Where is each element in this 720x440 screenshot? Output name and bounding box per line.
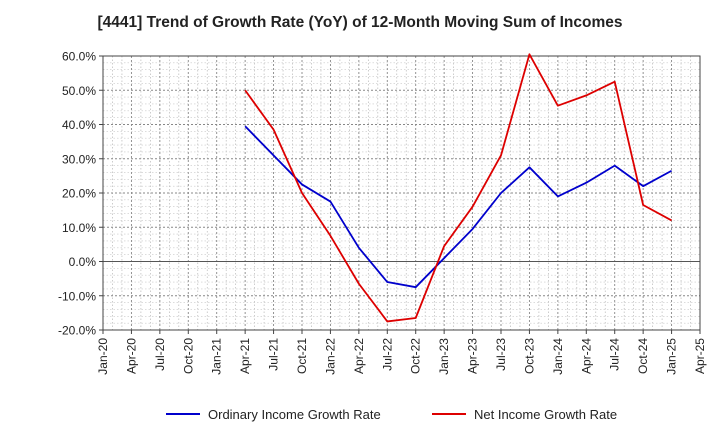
x-tick-label: Jan-24 xyxy=(551,338,565,375)
x-tick-label: Jan-22 xyxy=(323,338,337,375)
y-tick-label: 60.0% xyxy=(62,50,96,64)
y-tick-label: 50.0% xyxy=(62,84,96,98)
x-tick-label: Jul-24 xyxy=(608,338,622,371)
x-tick-label: Jan-21 xyxy=(210,338,224,375)
y-tick-label: -20.0% xyxy=(58,324,96,338)
y-tick-label: 20.0% xyxy=(62,187,96,201)
series-line-ordinary-income xyxy=(244,125,672,289)
x-tick-label: Oct-20 xyxy=(181,338,195,374)
x-tick-label: Oct-24 xyxy=(636,338,650,374)
x-tick-label: Apr-20 xyxy=(124,338,138,374)
x-tick-label: Oct-22 xyxy=(409,338,423,374)
x-tick-label: Jul-22 xyxy=(380,338,394,371)
legend-label: Ordinary Income Growth Rate xyxy=(208,407,381,422)
series-line-net-income xyxy=(244,53,672,323)
legend-label: Net Income Growth Rate xyxy=(474,407,617,422)
chart-title: [4441] Trend of Growth Rate (YoY) of 12-… xyxy=(97,14,623,31)
y-tick-label: 30.0% xyxy=(62,152,96,166)
x-tick-label: Jan-20 xyxy=(96,338,110,375)
x-tick-label: Jul-23 xyxy=(494,338,508,371)
x-tick-label: Apr-21 xyxy=(238,338,252,374)
y-tick-label: 0.0% xyxy=(69,255,97,269)
x-tick-label: Jan-25 xyxy=(665,338,679,375)
y-tick-label: 10.0% xyxy=(62,221,96,235)
x-tick-label: Oct-23 xyxy=(522,338,536,374)
x-tick-label: Apr-23 xyxy=(466,338,480,374)
y-tick-label: -10.0% xyxy=(58,289,96,303)
x-tick-label: Jul-20 xyxy=(153,338,167,371)
x-tick-label: Apr-25 xyxy=(693,338,707,374)
x-tick-label: Oct-21 xyxy=(295,338,309,374)
x-tick-label: Jan-23 xyxy=(437,338,451,375)
x-tick-label: Jul-21 xyxy=(267,338,281,371)
y-tick-label: 40.0% xyxy=(62,118,96,132)
x-tick-label: Apr-24 xyxy=(579,338,593,374)
x-tick-label: Apr-22 xyxy=(352,338,366,374)
